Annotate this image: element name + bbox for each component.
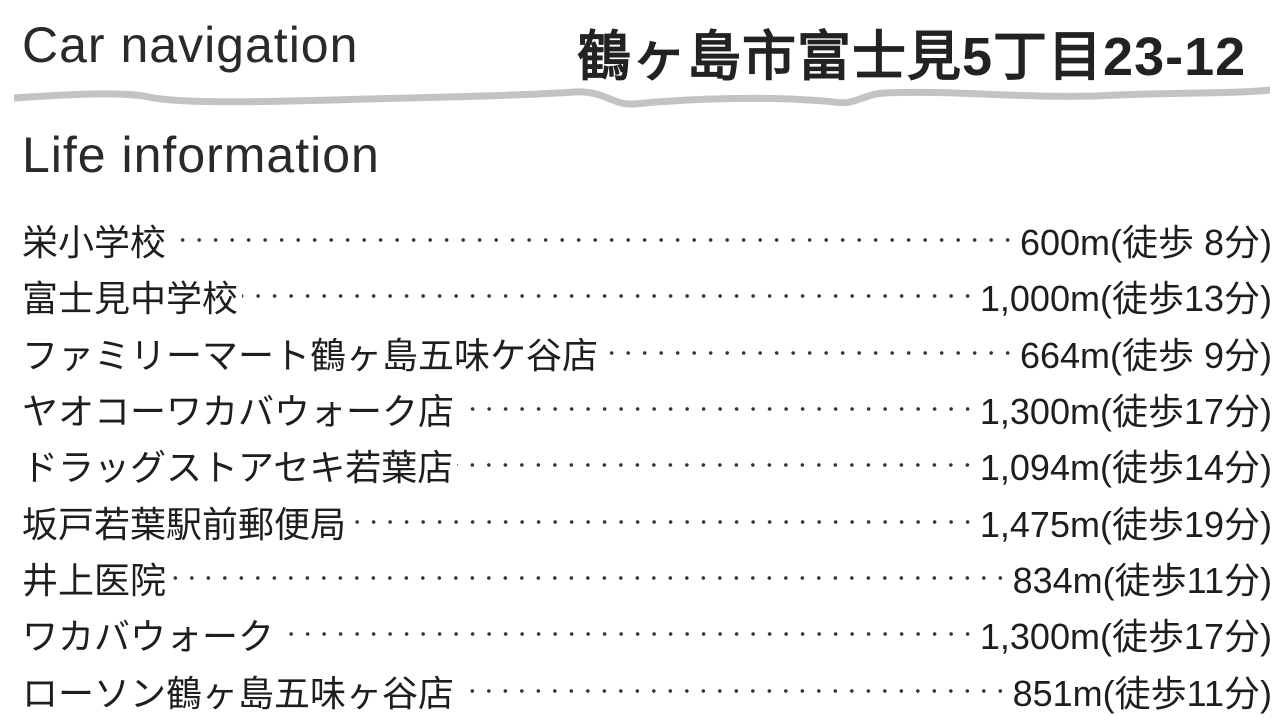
- dot-leader: [457, 447, 976, 484]
- facility-distance: 834m(徒歩11分): [1012, 559, 1272, 601]
- dot-leader: [242, 278, 976, 315]
- facility-name: ローソン鶴ヶ島五味ヶ谷店: [22, 672, 455, 714]
- list-item: 坂戸若葉駅前郵便局 1,475m(徒歩19分): [22, 493, 1272, 549]
- facility-distance: 1,094m(徒歩14分): [979, 447, 1272, 489]
- facility-name: ファミリーマート鶴ヶ島五味ケ谷店: [22, 334, 599, 376]
- facility-distance: 1,300m(徒歩17分): [979, 616, 1272, 658]
- facility-name: ヤオコーワカバウォーク店: [22, 391, 455, 433]
- list-item: 井上医院 834m(徒歩11分): [22, 550, 1272, 606]
- car-navigation-heading: Car navigation: [22, 17, 359, 73]
- dot-leader: [602, 334, 1016, 371]
- address: 鶴ヶ島市富士見5丁目23-12: [577, 27, 1247, 87]
- facility-distance: 600m(徒歩 8分): [1019, 222, 1272, 264]
- life-information-heading: Life information: [22, 127, 380, 183]
- facility-name: 栄小学校: [22, 222, 167, 264]
- facility-list: 栄小学校 600m(徒歩 8分) 富士見中学校 1,000m(徒歩13分) ファミリ…: [22, 212, 1272, 719]
- list-item: ローソン鶴ヶ島五味ヶ谷店 851m(徒歩11分): [22, 662, 1272, 718]
- facility-name: ドラッグストアセキ若葉店: [22, 447, 454, 489]
- facility-distance: 664m(徒歩 9分): [1019, 334, 1272, 376]
- list-item: ファミリーマート鶴ヶ島五味ケ谷店 664m(徒歩 9分): [22, 325, 1272, 381]
- dot-leader: [278, 616, 976, 653]
- dot-leader: [458, 672, 1009, 709]
- header: Car navigation 鶴ヶ島市富士見5丁目23-12: [22, 10, 1272, 87]
- facility-distance: 851m(徒歩11分): [1012, 672, 1272, 714]
- facility-name: 富士見中学校: [22, 278, 239, 320]
- facility-name: 坂戸若葉駅前郵便局: [22, 503, 347, 545]
- wavy-divider: [14, 86, 1270, 108]
- list-item: 富士見中学校 1,000m(徒歩13分): [22, 268, 1272, 324]
- dot-leader: [170, 559, 1009, 596]
- facility-distance: 1,475m(徒歩19分): [979, 503, 1272, 545]
- dot-leader: [170, 222, 1016, 259]
- list-item: ワカバウォーク 1,300m(徒歩17分): [22, 606, 1272, 662]
- facility-name: ワカバウォーク: [22, 616, 275, 658]
- list-item: ドラッグストアセキ若葉店 1,094m(徒歩14分): [22, 437, 1272, 493]
- list-item: ヤオコーワカバウォーク店 1,300m(徒歩17分): [22, 381, 1272, 437]
- dot-leader: [458, 391, 976, 428]
- dot-leader: [350, 503, 976, 540]
- facility-name: 井上医院: [22, 559, 167, 601]
- facility-distance: 1,300m(徒歩17分): [979, 391, 1272, 433]
- facility-distance: 1,000m(徒歩13分): [979, 278, 1272, 320]
- list-item: 栄小学校 600m(徒歩 8分): [22, 212, 1272, 268]
